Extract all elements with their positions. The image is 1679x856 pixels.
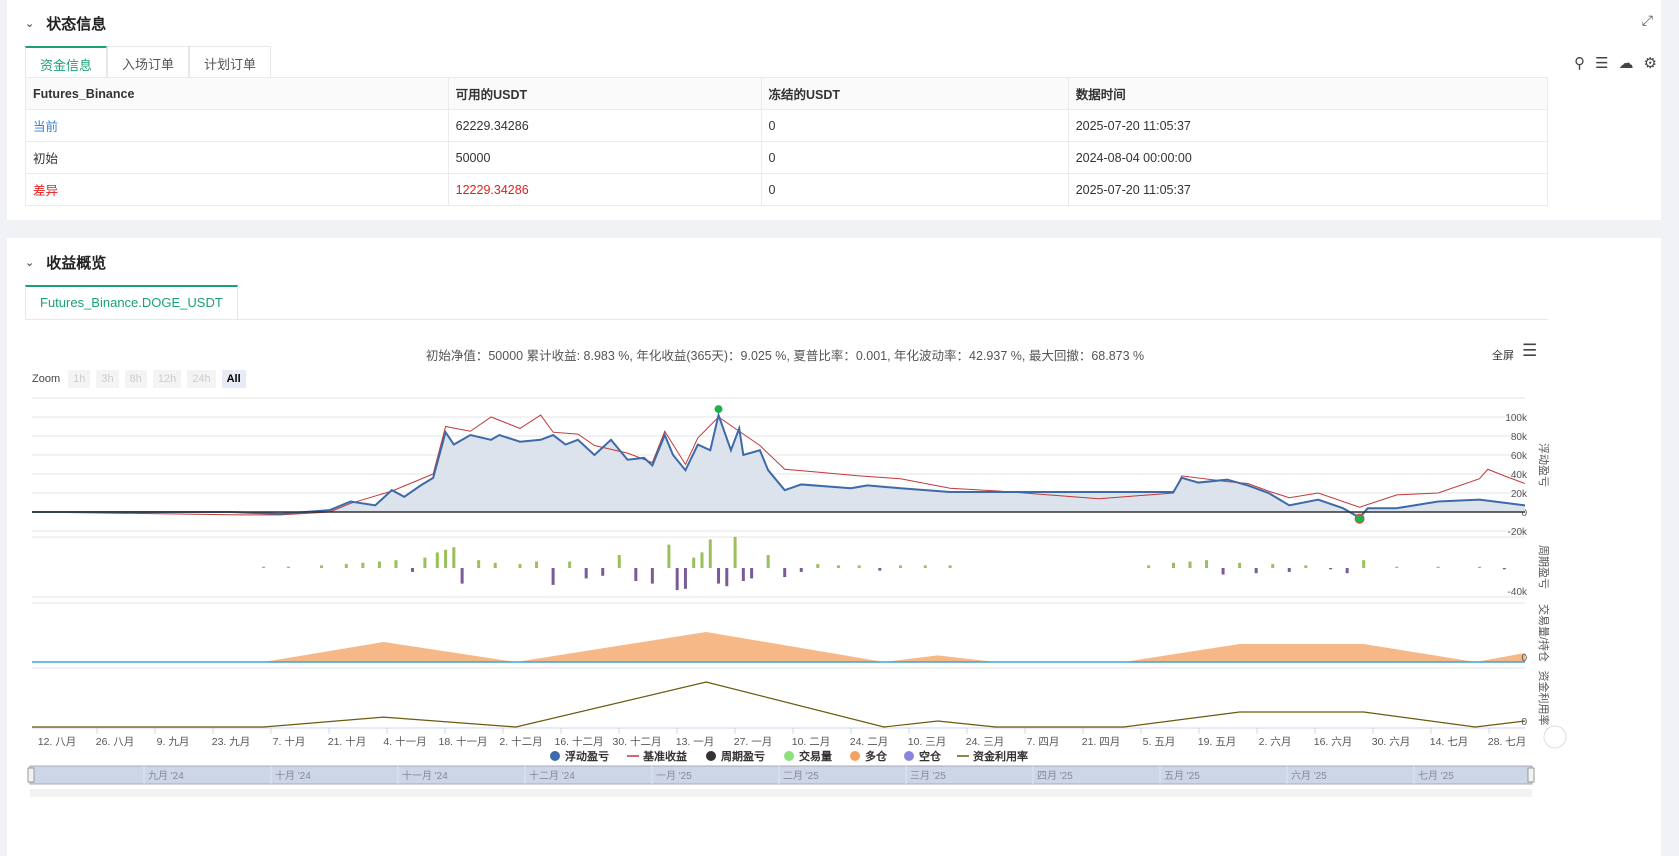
tab-entry-orders[interactable]: 入场订单 — [107, 46, 190, 82]
cell: 0 — [760, 109, 1069, 142]
profit-card: ⌄ 收益概览 Futures_Binance.DOGE_USDT — [7, 238, 1661, 856]
collapse-icon[interactable]: ⤢ — [1641, 12, 1653, 28]
fullscreen-button[interactable]: 全屏 — [1492, 350, 1514, 362]
zoom-label: Zoom — [32, 373, 61, 385]
col-header: Futures_Binance — [25, 77, 449, 110]
funds-table: Futures_Binance 可用的USDT 冻结的USDT 数据时间 当前 6222… — [25, 77, 1549, 206]
status-card: ⌄ 状态信息 ⤢ 资金信息 入场订单 计划订单 ⚲ ☰ ☁ ⚙ Futures_Bina… — [7, 0, 1661, 220]
cell: 2025-07-20 11:05:37 — [1067, 173, 1549, 206]
zoom-24h[interactable]: 24h — [187, 370, 216, 388]
gear-icon[interactable]: ⚙ — [1643, 55, 1657, 72]
chevron-down-icon: ⌄ — [25, 257, 35, 269]
search-icon[interactable]: ⚲ — [1574, 55, 1586, 72]
cell: 12229.34286 — [447, 173, 762, 206]
profit-title: 收益概览 — [46, 255, 107, 272]
col-header: 可用的USDT — [447, 77, 762, 110]
chevron-down-icon: ⌄ — [25, 18, 35, 30]
table-row: 差异 12229.34286 0 2025-07-20 11:05:37 — [25, 173, 1549, 206]
zoom-bar: Zoom 1h 3h 8h 12h 24h All — [32, 370, 246, 388]
table-toolbar: ⚲ ☰ ☁ ⚙ — [1574, 54, 1657, 72]
cell: 2024-08-04 00:00:00 — [1067, 141, 1549, 174]
list-icon[interactable]: ☰ — [1595, 55, 1609, 72]
zoom-8h[interactable]: 8h — [124, 370, 147, 388]
menu-icon[interactable]: ☰ — [1522, 341, 1538, 360]
zoom-3h[interactable]: 3h — [96, 370, 119, 388]
cell: 50000 — [447, 141, 762, 174]
col-header: 数据时间 — [1067, 77, 1549, 110]
chart-summary: 初始净值：50000 累计收益: 8.983 %, 年化收益(365天)：9.0… — [425, 349, 1145, 363]
status-header[interactable]: ⌄ 状态信息 — [25, 13, 106, 34]
tab-plan-orders[interactable]: 计划订单 — [189, 46, 272, 82]
table-row: 初始 50000 0 2024-08-04 00:00:00 — [25, 141, 1549, 174]
cell: 0 — [760, 141, 1069, 174]
cell: 0 — [760, 173, 1069, 206]
table-row: 当前 62229.34286 0 2025-07-20 11:05:37 — [25, 109, 1549, 142]
cloud-download-icon[interactable]: ☁ — [1618, 55, 1634, 72]
zoom-all[interactable]: All — [221, 370, 246, 388]
status-tabs: 资金信息 入场订单 计划订单 — [25, 46, 272, 83]
zoom-1h[interactable]: 1h — [68, 370, 91, 388]
tab-funds[interactable]: 资金信息 — [25, 46, 108, 82]
zoom-12h[interactable]: 12h — [152, 370, 182, 388]
cell: 2025-07-20 11:05:37 — [1067, 109, 1549, 142]
col-header: 冻结的USDT — [760, 77, 1069, 110]
cell: 62229.34286 — [447, 109, 762, 142]
tab-symbol[interactable]: Futures_Binance.DOGE_USDT — [25, 285, 238, 319]
row-label-current[interactable]: 当前 — [25, 109, 449, 142]
row-label-diff: 差异 — [25, 173, 449, 206]
row-label-initial: 初始 — [25, 141, 449, 174]
profit-header[interactable]: ⌄ 收益概览 — [25, 252, 106, 273]
profit-tabs: Futures_Binance.DOGE_USDT — [25, 285, 1548, 320]
status-title: 状态信息 — [46, 16, 107, 33]
